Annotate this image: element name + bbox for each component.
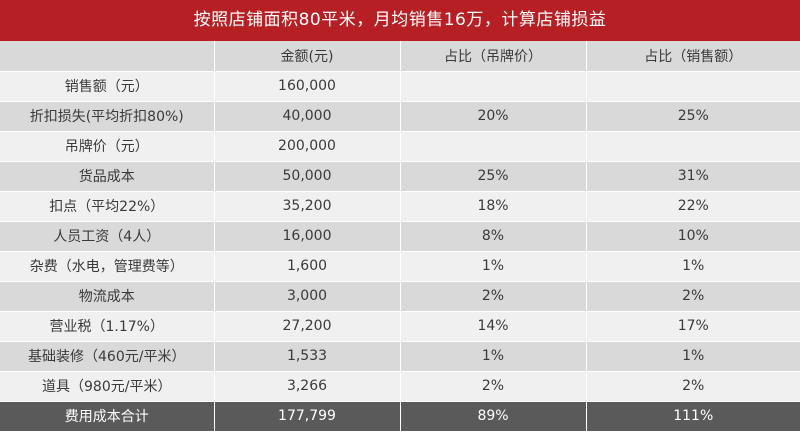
total-pct-sales: 111% [586, 401, 800, 432]
row-amount: 40,000 [214, 101, 401, 132]
column-header-pct-sales: 占比（销售额） [586, 41, 800, 72]
row-pct-tag [400, 131, 587, 162]
row-pct-sales: 10% [586, 221, 800, 252]
row-pct-tag [400, 71, 587, 102]
row-pct-sales [586, 131, 800, 162]
total-label: 费用成本合计 [0, 401, 215, 432]
row-label: 销售额（元） [0, 71, 215, 102]
row-label: 货品成本 [0, 161, 215, 192]
table-row: 杂费（水电，管理费等） 1,600 1% 1% [0, 251, 800, 282]
row-amount: 16,000 [214, 221, 401, 252]
row-pct-tag: 8% [400, 221, 587, 252]
row-label: 营业税（1.17%） [0, 311, 215, 342]
row-amount: 1,533 [214, 341, 401, 372]
table-row: 货品成本 50,000 25% 31% [0, 161, 800, 192]
row-pct-sales: 31% [586, 161, 800, 192]
column-header-item [0, 41, 215, 72]
row-label: 物流成本 [0, 281, 215, 312]
row-amount: 3,000 [214, 281, 401, 312]
row-amount: 1,600 [214, 251, 401, 282]
row-amount: 160,000 [214, 71, 401, 102]
table-row: 扣点（平均22%） 35,200 18% 22% [0, 191, 800, 222]
total-amount: 177,799 [214, 401, 401, 432]
row-pct-tag: 20% [400, 101, 587, 132]
row-pct-tag: 1% [400, 341, 587, 372]
row-pct-tag: 25% [400, 161, 587, 192]
table-row: 道具（980元/平米） 3,266 2% 2% [0, 371, 800, 402]
row-amount: 200,000 [214, 131, 401, 162]
row-pct-tag: 2% [400, 281, 587, 312]
row-label: 扣点（平均22%） [0, 191, 215, 222]
row-pct-sales: 1% [586, 341, 800, 372]
table-row: 吊牌价（元） 200,000 [0, 131, 800, 162]
row-pct-tag: 14% [400, 311, 587, 342]
row-pct-sales: 17% [586, 311, 800, 342]
table-row: 营业税（1.17%） 27,200 14% 17% [0, 311, 800, 342]
row-label: 道具（980元/平米） [0, 371, 215, 402]
row-pct-sales: 25% [586, 101, 800, 132]
row-label: 吊牌价（元） [0, 131, 215, 162]
row-label: 人员工资（4人） [0, 221, 215, 252]
row-pct-sales [586, 71, 800, 102]
column-header-pct-tag: 占比（吊牌价） [400, 41, 587, 72]
table-header-row: 金额(元) 占比（吊牌价） 占比（销售额） [0, 41, 800, 72]
row-pct-sales: 2% [586, 281, 800, 312]
table-row: 物流成本 3,000 2% 2% [0, 281, 800, 312]
row-pct-sales: 22% [586, 191, 800, 222]
row-pct-tag: 1% [400, 251, 587, 282]
row-label: 杂费（水电，管理费等） [0, 251, 215, 282]
row-label: 基础装修（460元/平米） [0, 341, 215, 372]
table-title: 按照店铺面积80平米，月均销售16万，计算店铺损益 [0, 0, 800, 41]
table-row: 销售额（元） 160,000 [0, 71, 800, 102]
total-pct-tag: 89% [400, 401, 587, 432]
row-label: 折扣损失(平均折扣80%) [0, 101, 215, 132]
total-row: 费用成本合计 177,799 89% 111% [0, 401, 800, 432]
table-row: 折扣损失(平均折扣80%) 40,000 20% 25% [0, 101, 800, 132]
row-pct-sales: 1% [586, 251, 800, 282]
row-pct-sales: 2% [586, 371, 800, 402]
pnl-table: 金额(元) 占比（吊牌价） 占比（销售额） 销售额（元） 160,000 折扣损失(… [0, 41, 800, 432]
table-row: 基础装修（460元/平米） 1,533 1% 1% [0, 341, 800, 372]
row-amount: 35,200 [214, 191, 401, 222]
column-header-amount: 金额(元) [214, 41, 401, 72]
row-pct-tag: 18% [400, 191, 587, 222]
row-pct-tag: 2% [400, 371, 587, 402]
row-amount: 27,200 [214, 311, 401, 342]
row-amount: 3,266 [214, 371, 401, 402]
row-amount: 50,000 [214, 161, 401, 192]
table-row: 人员工资（4人） 16,000 8% 10% [0, 221, 800, 252]
